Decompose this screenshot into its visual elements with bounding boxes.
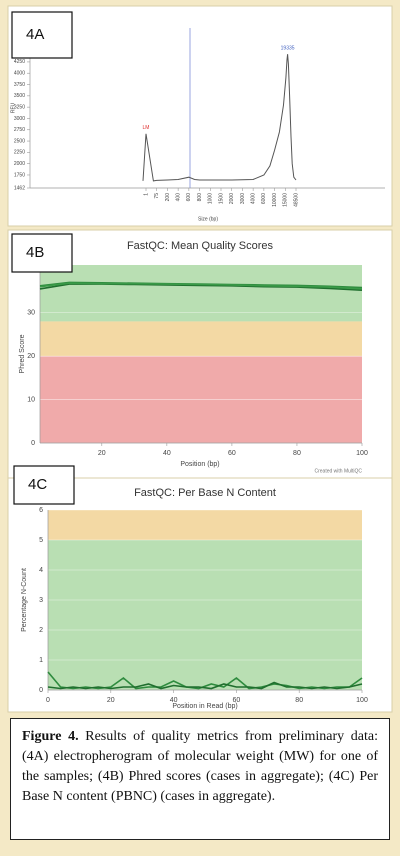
band (40, 321, 362, 357)
band (48, 540, 362, 690)
x-tick-label: 3000 (240, 193, 246, 204)
x-tick-label: 80 (293, 450, 301, 457)
y-axis-label: Percentage N-Count (21, 568, 28, 632)
panel-label-box (13, 465, 75, 505)
credit: Created with MultiQC (314, 468, 362, 474)
annotation: LM (143, 125, 150, 131)
x-tick-label: 60 (228, 450, 236, 457)
y-axis-label: Phred Score (19, 334, 26, 373)
y-tick-label: 5 (39, 537, 43, 544)
x-tick-label: 15000 (283, 193, 289, 207)
x-tick-label: 10000 (272, 193, 278, 207)
chart-title: FastQC: Per Base N Content (134, 487, 276, 499)
x-tick-label: 200 (165, 193, 171, 202)
panel-label: 4A (26, 26, 44, 43)
series-line (47, 681, 363, 690)
x-tick-label: 80 (295, 697, 303, 704)
y-tick-label: 2500 (14, 138, 25, 144)
panel-label: 4C (28, 476, 47, 493)
y-tick-label: 3000 (14, 116, 25, 122)
x-tick-label: 60 (233, 697, 241, 704)
y-tick-label: 2750 (14, 127, 25, 133)
y-axis-label: RFU (10, 102, 16, 113)
y-tick-label: 4250 (14, 59, 25, 65)
y-tick-label: 4000 (14, 71, 25, 77)
y-tick-label: 3750 (14, 82, 25, 88)
series-line (39, 282, 363, 290)
x-axis-label: Position (bp) (180, 461, 219, 468)
x-tick-label: 0 (46, 697, 50, 704)
y-tick-label: 2000 (14, 161, 25, 167)
x-tick-label: 20 (98, 450, 106, 457)
x-tick-label: 4000 (250, 193, 256, 204)
y-tick-label: 4 (39, 567, 43, 574)
y-tick-label: 0 (39, 687, 43, 694)
x-tick-label: 40 (170, 697, 178, 704)
band (48, 510, 362, 540)
series-line (142, 54, 297, 182)
panel-label-box (11, 11, 73, 59)
caption: Figure 4. Results of quality metrics fro… (10, 718, 390, 840)
band (40, 265, 362, 322)
x-tick-label: 1500 (218, 193, 224, 204)
y-tick-label: 2 (39, 627, 43, 634)
annotation: 19335 (281, 46, 295, 52)
x-tick-label: 75 (154, 193, 160, 199)
y-tick-label: 0 (31, 440, 35, 447)
series-line (47, 671, 363, 690)
x-tick-label: 400 (175, 193, 181, 202)
x-tick-label: 40 (163, 450, 171, 457)
y-tick-label: 1 (39, 657, 43, 664)
y-tick-label: 30 (27, 310, 35, 317)
y-tick-label: 20 (27, 353, 35, 360)
caption-label: Figure 4. (22, 729, 79, 744)
y-tick-label: 10 (27, 396, 35, 403)
x-tick-label: 48500 (293, 193, 299, 207)
chart-title: FastQC: Mean Quality Scores (127, 240, 274, 252)
x-tick-label: 600 (186, 193, 192, 202)
y-tick-label: 1462 (14, 185, 25, 191)
x-tick-label: 800 (197, 193, 203, 202)
y-tick-label: 2250 (14, 150, 25, 156)
x-tick-label: 6000 (261, 193, 267, 204)
x-axis-label: Size (bp) (198, 216, 218, 222)
panel-label: 4B (26, 244, 44, 261)
y-tick-label: 6 (39, 507, 43, 514)
caption-text: Results of quality metrics from prelimin… (22, 729, 378, 804)
x-tick-label: 100 (356, 450, 368, 457)
x-axis-label: Position in Read (bp) (172, 703, 237, 710)
x-tick-label: 1000 (208, 193, 214, 204)
x-tick-label: 100 (356, 697, 368, 704)
panel-label-box (11, 233, 73, 273)
x-tick-label: 1 (143, 193, 149, 196)
x-tick-label: 20 (107, 697, 115, 704)
y-tick-label: 3 (39, 597, 43, 604)
y-tick-label: 3250 (14, 104, 25, 110)
x-tick-label: 2000 (229, 193, 235, 204)
y-tick-label: 3500 (14, 93, 25, 99)
y-tick-label: 1750 (14, 172, 25, 178)
